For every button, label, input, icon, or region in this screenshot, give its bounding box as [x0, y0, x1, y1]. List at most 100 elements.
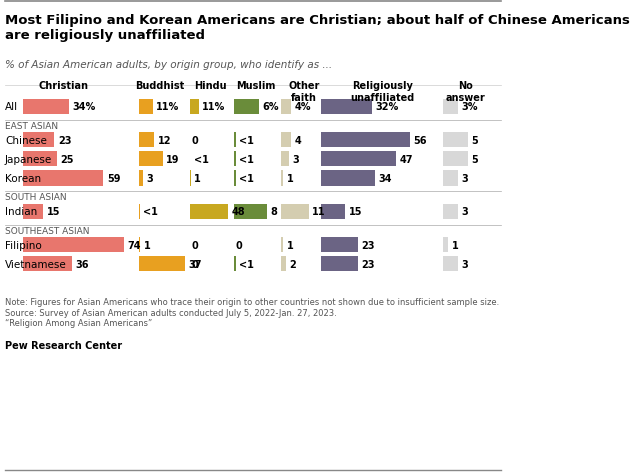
Bar — [139, 257, 185, 272]
Bar — [234, 257, 236, 272]
Bar — [443, 133, 468, 148]
Bar — [139, 152, 163, 167]
Bar — [234, 133, 236, 148]
Bar — [443, 238, 448, 253]
Bar — [321, 171, 375, 186]
Bar — [139, 99, 153, 115]
Text: SOUTHEAST ASIAN: SOUTHEAST ASIAN — [5, 227, 90, 235]
Bar — [281, 257, 286, 272]
Text: 1: 1 — [194, 174, 201, 183]
Bar — [23, 133, 54, 148]
Bar — [281, 204, 308, 219]
Text: 47: 47 — [399, 155, 413, 164]
Text: 59: 59 — [107, 174, 120, 183]
Text: 5: 5 — [472, 155, 479, 164]
Text: 15: 15 — [349, 207, 362, 217]
Text: Buddhist: Buddhist — [135, 81, 184, 91]
Text: 1: 1 — [287, 174, 294, 183]
Bar — [443, 204, 458, 219]
Text: 8: 8 — [270, 207, 277, 217]
Text: 4%: 4% — [294, 102, 311, 112]
Text: SOUTH ASIAN: SOUTH ASIAN — [5, 193, 67, 202]
Bar — [139, 133, 154, 148]
Text: 3: 3 — [461, 174, 468, 183]
Bar — [443, 171, 458, 186]
Bar — [443, 99, 458, 115]
Bar — [139, 171, 143, 186]
Bar — [443, 257, 458, 272]
Text: Religiously
unaffiliated: Religiously unaffiliated — [350, 81, 414, 102]
Text: 34%: 34% — [73, 102, 96, 112]
Text: 19: 19 — [166, 155, 180, 164]
Text: <1: <1 — [194, 155, 209, 164]
Text: 23: 23 — [362, 240, 375, 250]
Text: Christian: Christian — [38, 81, 88, 91]
Text: 3%: 3% — [461, 102, 478, 112]
Bar — [23, 204, 44, 219]
Text: 11%: 11% — [156, 102, 180, 112]
Text: 3: 3 — [461, 259, 468, 269]
Text: Chinese: Chinese — [5, 136, 47, 145]
Text: Hindu: Hindu — [194, 81, 227, 91]
Bar — [23, 171, 104, 186]
Text: % of Asian American adults, by origin group, who identify as ...: % of Asian American adults, by origin gr… — [5, 60, 332, 69]
Bar — [234, 99, 259, 115]
Text: 23: 23 — [58, 136, 71, 145]
Text: 1: 1 — [451, 240, 458, 250]
Text: 0: 0 — [191, 240, 198, 250]
Text: 11%: 11% — [202, 102, 225, 112]
Text: 0: 0 — [191, 136, 198, 145]
Text: 0: 0 — [191, 259, 198, 269]
Text: Muslim: Muslim — [236, 81, 275, 91]
Text: 3: 3 — [461, 207, 468, 217]
Text: 3: 3 — [292, 155, 299, 164]
Text: Most Filipino and Korean Americans are Christian; about half of Chinese American: Most Filipino and Korean Americans are C… — [5, 14, 630, 42]
Bar — [321, 133, 410, 148]
Bar — [190, 171, 191, 186]
Bar — [321, 238, 358, 253]
Text: 25: 25 — [61, 155, 74, 164]
Bar — [443, 152, 468, 167]
Bar — [23, 152, 57, 167]
Text: 48: 48 — [231, 207, 245, 217]
Text: Japanese: Japanese — [5, 155, 52, 164]
Text: 36: 36 — [76, 259, 89, 269]
Bar — [139, 238, 140, 253]
Bar — [234, 204, 267, 219]
Bar — [190, 99, 198, 115]
Text: 1: 1 — [287, 240, 294, 250]
Bar — [234, 152, 236, 167]
Text: 74: 74 — [127, 240, 141, 250]
Bar — [281, 152, 289, 167]
Bar — [281, 238, 284, 253]
Text: <1: <1 — [239, 259, 254, 269]
Text: Indian: Indian — [5, 207, 37, 217]
Text: Other
faith: Other faith — [288, 81, 319, 102]
Text: 56: 56 — [413, 136, 427, 145]
Bar — [281, 99, 291, 115]
Bar — [23, 99, 69, 115]
Text: <1: <1 — [239, 174, 254, 183]
Text: 15: 15 — [47, 207, 60, 217]
Text: 5: 5 — [472, 136, 479, 145]
Text: 11: 11 — [312, 207, 326, 217]
Bar — [321, 257, 358, 272]
Bar — [321, 204, 345, 219]
Text: 32%: 32% — [376, 102, 399, 112]
Bar — [281, 133, 291, 148]
Text: 37: 37 — [188, 259, 202, 269]
Text: Vietnamese: Vietnamese — [5, 259, 67, 269]
Text: Pew Research Center: Pew Research Center — [5, 340, 122, 350]
Text: 1: 1 — [144, 240, 150, 250]
Bar — [321, 152, 396, 167]
Bar — [23, 238, 124, 253]
Text: 6%: 6% — [262, 102, 278, 112]
Text: 12: 12 — [157, 136, 171, 145]
Text: Note: Figures for Asian Americans who trace their origin to other countries not : Note: Figures for Asian Americans who tr… — [5, 298, 499, 327]
Bar — [234, 171, 236, 186]
Bar — [190, 204, 228, 219]
Text: 2: 2 — [289, 259, 296, 269]
Text: 34: 34 — [379, 174, 392, 183]
Text: 3: 3 — [147, 174, 153, 183]
Text: All: All — [5, 102, 18, 112]
